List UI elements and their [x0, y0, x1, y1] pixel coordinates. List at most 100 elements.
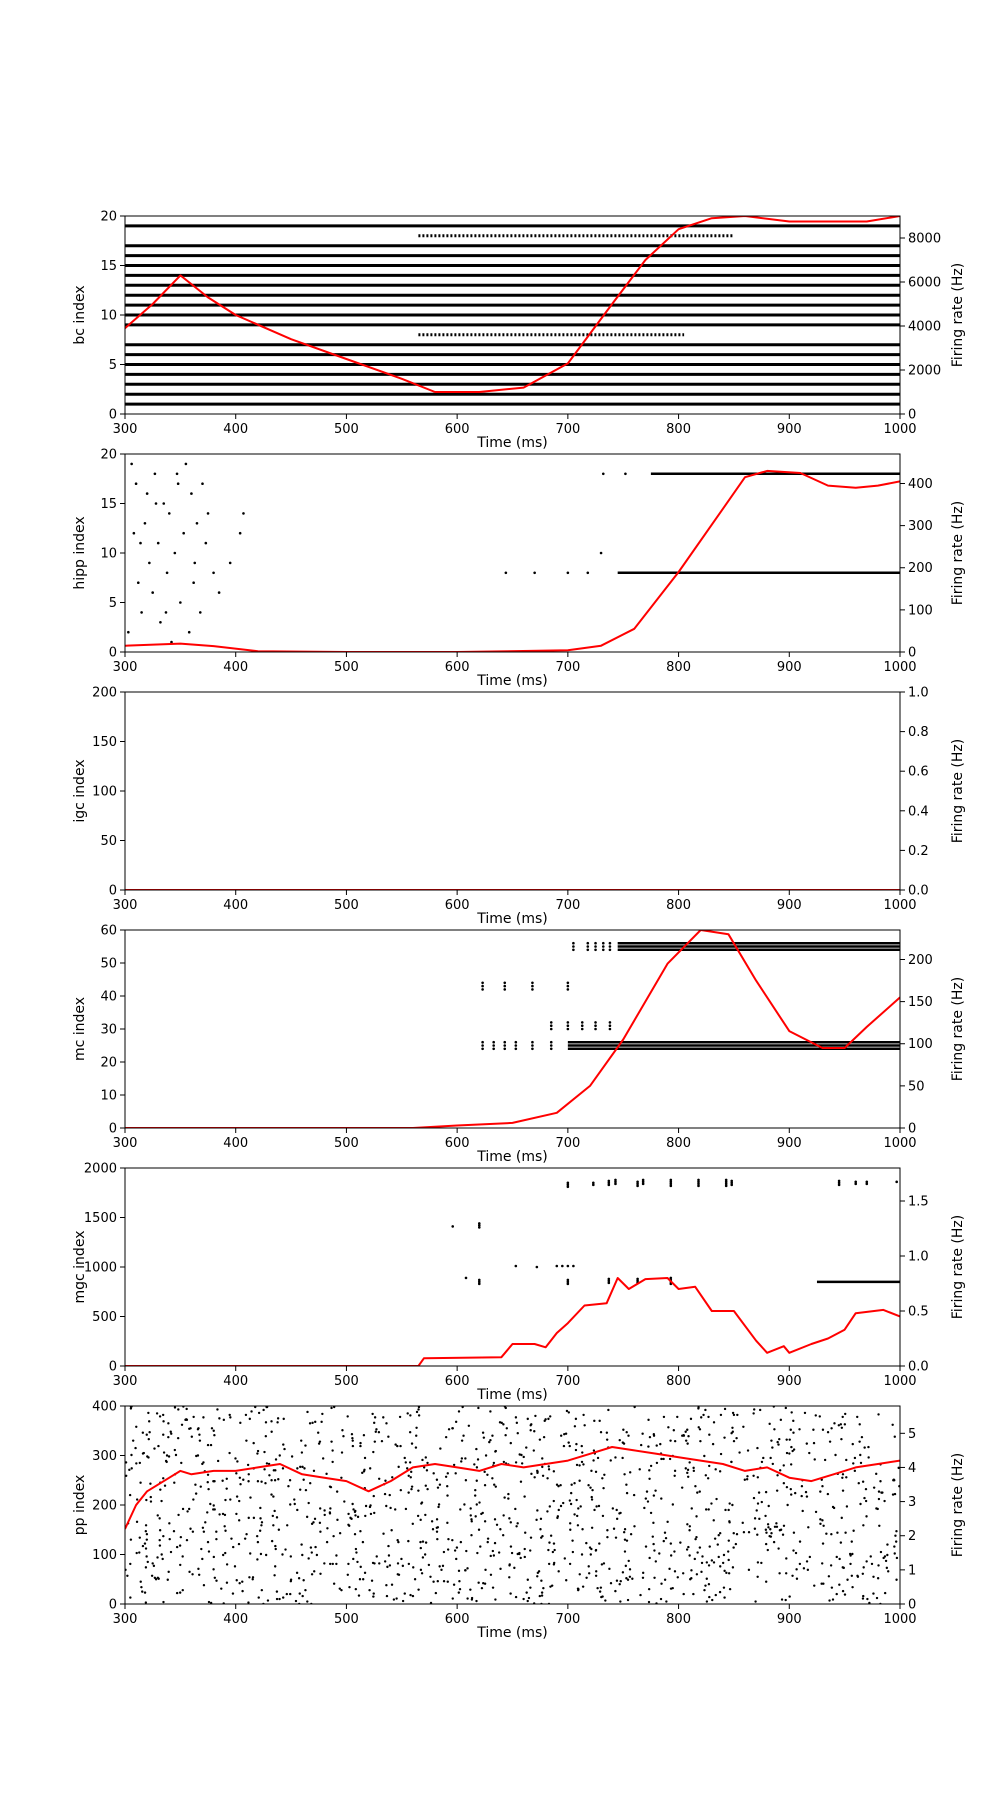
mc-x-tick-label: 700 — [555, 1136, 580, 1151]
pp-spike — [244, 1413, 248, 1417]
pp-spike — [410, 1487, 413, 1491]
pp-spike — [543, 1419, 546, 1423]
pp-spike — [267, 1462, 271, 1466]
hipp-spike — [187, 630, 191, 634]
pp-spike — [852, 1462, 855, 1465]
pp-spike — [407, 1539, 410, 1543]
pp-spike — [417, 1489, 420, 1492]
pp-spike — [304, 1444, 307, 1447]
pp-spike — [223, 1513, 227, 1517]
igc-y-axis-label: igc index — [72, 759, 88, 822]
pp-spike — [457, 1410, 461, 1413]
pp-spike — [894, 1534, 897, 1537]
pp-spike — [647, 1445, 650, 1448]
mgc-spike — [854, 1182, 858, 1186]
pp-spike — [649, 1464, 653, 1468]
pp-x-axis-label: Time (ms) — [476, 1625, 548, 1641]
pp-spike — [595, 1570, 598, 1573]
mc-spike — [514, 1040, 518, 1044]
pp-spike — [676, 1576, 679, 1579]
pp-spike — [229, 1498, 232, 1501]
pp-spike — [286, 1524, 289, 1527]
pp-spike — [777, 1443, 780, 1446]
pp-spike — [180, 1461, 183, 1465]
bc-y2-tick-label: 4000 — [908, 320, 941, 335]
pp-spike — [170, 1432, 173, 1435]
pp-spike — [555, 1483, 559, 1486]
pp-spike — [151, 1562, 154, 1565]
pp-spike — [209, 1502, 212, 1506]
pp-spike — [764, 1490, 768, 1494]
pp-spike — [715, 1497, 718, 1501]
pp-spike — [629, 1533, 633, 1536]
pp-spike — [128, 1468, 131, 1472]
pp-spike — [340, 1476, 343, 1479]
pp-spike — [684, 1430, 687, 1433]
pp-spike — [497, 1551, 501, 1554]
pp-spike — [581, 1451, 584, 1454]
hipp-y-tick-label: 5 — [109, 596, 117, 611]
bc-y-tick-label: 5 — [109, 358, 117, 373]
pp-spike — [207, 1487, 210, 1491]
pp-spike — [665, 1600, 668, 1603]
pp-spike — [465, 1549, 468, 1553]
mgc-spike — [572, 1264, 575, 1268]
hipp-spike — [175, 472, 179, 476]
pp-spike — [446, 1494, 449, 1497]
pp-spike — [695, 1573, 699, 1576]
pp-spike — [776, 1440, 779, 1444]
pp-spike — [671, 1586, 674, 1590]
pp-panel: 300 400 500 600 700 800 900 1000010020030040001… — [72, 1400, 966, 1642]
pp-x-tick-label: 800 — [666, 1612, 691, 1627]
pp-spike — [383, 1492, 387, 1496]
igc-x-tick-label: 1000 — [883, 898, 916, 913]
pp-spike — [493, 1483, 496, 1486]
pp-spike — [163, 1484, 167, 1487]
hipp-spike — [139, 541, 142, 545]
mc-y-tick-label: 10 — [100, 1089, 117, 1104]
igc-x-tick-label: 600 — [445, 898, 470, 913]
pp-spike — [660, 1457, 663, 1461]
pp-spike — [483, 1484, 487, 1487]
pp-spike — [891, 1493, 895, 1496]
pp-spike — [326, 1527, 329, 1530]
pp-spike — [147, 1456, 150, 1459]
pp-spike — [723, 1569, 726, 1573]
pp-spike — [457, 1591, 461, 1594]
pp-spike — [876, 1507, 879, 1511]
pp-spike — [851, 1585, 854, 1589]
mc-spike — [580, 1027, 584, 1031]
mc-spike — [503, 984, 507, 988]
pp-spike — [891, 1423, 894, 1427]
pp-spike — [727, 1550, 730, 1553]
pp-spike — [804, 1490, 808, 1494]
pp-spike — [505, 1427, 508, 1430]
pp-spike — [845, 1505, 849, 1508]
pp-spike — [784, 1406, 788, 1410]
pp-spike — [301, 1594, 304, 1598]
pp-spike — [686, 1471, 689, 1475]
pp-spike — [564, 1432, 568, 1435]
pp-spike — [721, 1561, 725, 1565]
pp-spike — [573, 1482, 576, 1485]
pp-spike — [372, 1595, 375, 1598]
pp-spike — [351, 1444, 355, 1448]
pp-spike — [259, 1552, 263, 1556]
pp-spike — [690, 1569, 693, 1572]
pp-spike — [819, 1490, 822, 1493]
pp-spike — [290, 1455, 294, 1458]
pp-spike — [293, 1498, 296, 1501]
pp-spike — [494, 1485, 497, 1488]
mgc-y-tick-label: 500 — [92, 1310, 117, 1325]
pp-spike — [535, 1518, 538, 1522]
pp-spike — [387, 1544, 390, 1548]
pp-spike — [400, 1557, 403, 1561]
pp-spike — [827, 1575, 831, 1578]
bc-x-tick-label: 900 — [777, 422, 802, 437]
pp-spike — [719, 1413, 723, 1417]
pp-spike — [529, 1429, 532, 1432]
mgc-spike — [636, 1184, 639, 1188]
pp-spike — [359, 1565, 362, 1569]
pp-spike — [698, 1546, 702, 1549]
hipp-spike — [212, 571, 215, 575]
